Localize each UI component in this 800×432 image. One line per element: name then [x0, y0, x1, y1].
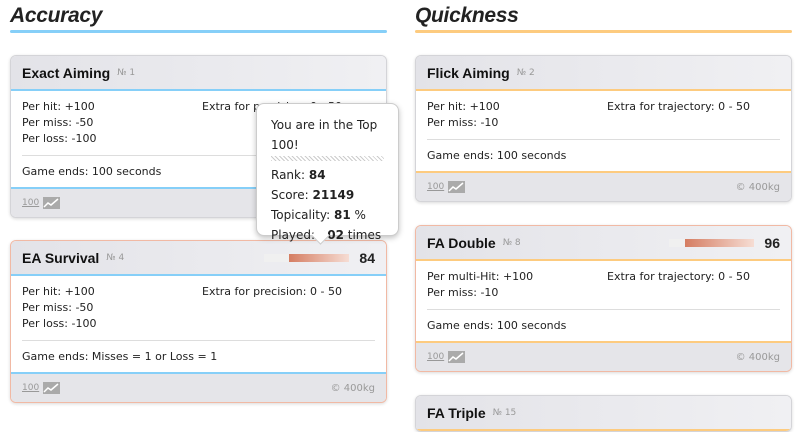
- rank-bar: [264, 253, 350, 262]
- divider: [22, 155, 375, 156]
- card-number: № 8: [502, 237, 521, 248]
- rank-indicator[interactable]: 84: [264, 250, 375, 266]
- rule-line: Per hit: +100: [22, 285, 95, 298]
- section-divider: [10, 30, 387, 33]
- game-ends: Game ends: 100 seconds: [22, 165, 162, 178]
- game-card[interactable]: FA Triple № 15: [415, 395, 792, 432]
- divider: [427, 309, 780, 310]
- tooltip-topicality: Topicality: 81 %: [271, 208, 366, 222]
- card-header: FA Triple № 15: [416, 396, 791, 431]
- card-footer: 100 © 400kg: [416, 341, 791, 371]
- card-title: FA Triple: [427, 404, 486, 421]
- stats-chart-icon[interactable]: [43, 382, 61, 394]
- game-ends: Game ends: 100 seconds: [427, 319, 567, 332]
- section-title: Accuracy: [10, 4, 103, 27]
- card-footer: 100 © 400kg: [11, 372, 386, 402]
- card-title: FA Double: [427, 234, 496, 251]
- tooltip-played: Played: 102 times: [271, 228, 382, 242]
- card-body: Per hit: +100 Per miss: -50 Per loss: -100…: [11, 91, 386, 187]
- rule-line: Per loss: -100: [22, 132, 97, 145]
- rule-line: Per miss: -50: [22, 301, 94, 314]
- tooltip-title: You are in the Top 100!: [271, 118, 378, 152]
- card-header: EA Survival № 4 84: [11, 241, 386, 276]
- stats-chart-icon[interactable]: [43, 197, 61, 209]
- rule-line: Per hit: +100: [22, 100, 95, 113]
- card-header: FA Double № 8 96: [416, 226, 791, 261]
- game-card[interactable]: FA Double № 8 96 Per multi-Hit: +100 Per mi…: [415, 225, 792, 372]
- tooltip-rank: Rank: 84: [271, 168, 326, 182]
- rank-tooltip: You are in the Top 100! Rank: 84 Score: …: [256, 103, 399, 242]
- section-divider: [415, 30, 792, 33]
- section-title: Quickness: [415, 4, 519, 27]
- rule-line: Per loss: -100: [22, 317, 97, 330]
- leaderboard-link[interactable]: 100: [427, 182, 445, 192]
- rule-line: Per miss: -10: [427, 286, 499, 299]
- rank-value: 84: [359, 249, 375, 266]
- card-number: № 15: [492, 407, 517, 418]
- tooltip-divider: [271, 156, 384, 161]
- author-credit: © 400kg: [330, 382, 375, 394]
- author-credit: © 400kg: [735, 351, 780, 363]
- divider: [427, 139, 780, 140]
- card-header: Exact Aiming № 1: [11, 56, 386, 91]
- rule-line: Per miss: -10: [427, 116, 499, 129]
- leaderboard-link[interactable]: 100: [22, 198, 40, 208]
- extra-rule: Extra for precision: 0 - 50: [202, 285, 342, 298]
- rule-line: Per hit: +100: [427, 100, 500, 113]
- extra-rule: Extra for trajectory: 0 - 50: [607, 270, 751, 283]
- stats-chart-icon[interactable]: [448, 351, 466, 363]
- card-title: Exact Aiming: [22, 64, 111, 81]
- leaderboard-link[interactable]: 100: [22, 383, 40, 393]
- rank-value: 96: [764, 234, 780, 251]
- divider: [22, 340, 375, 341]
- card-number: № 1: [117, 67, 136, 78]
- accuracy-section: Accuracy: [10, 0, 387, 33]
- tooltip-score: Score: 21149: [271, 188, 355, 202]
- card-title: EA Survival: [22, 249, 100, 266]
- game-card[interactable]: EA Survival № 4 84 Per hit: +100 Per miss: …: [10, 240, 387, 403]
- card-number: № 2: [516, 67, 535, 78]
- card-number: № 4: [106, 252, 125, 263]
- leaderboard-link[interactable]: 100: [427, 352, 445, 362]
- extra-rule: Extra for trajectory: 0 - 50: [607, 100, 751, 113]
- card-title: Flick Aiming: [427, 64, 510, 81]
- card-header: Flick Aiming № 2: [416, 56, 791, 91]
- rank-bar: [669, 238, 755, 247]
- game-ends: Game ends: 100 seconds: [427, 149, 567, 162]
- card-body: Per multi-Hit: +100 Per miss: -10 Extra fo…: [416, 261, 791, 341]
- card-body: Per hit: +100 Per miss: -50 Per loss: -100…: [11, 276, 386, 372]
- rule-line: Per miss: -50: [22, 116, 94, 129]
- rank-indicator[interactable]: 96: [669, 235, 780, 251]
- quickness-section: Quickness: [415, 0, 792, 33]
- card-footer: 100 © 400kg: [416, 171, 791, 201]
- game-card[interactable]: Flick Aiming № 2 Per hit: +100 Per miss: -…: [415, 55, 792, 202]
- game-ends: Game ends: Misses = 1 or Loss = 1: [22, 350, 218, 363]
- card-body: Per hit: +100 Per miss: -10 Extra for traj…: [416, 91, 791, 171]
- rule-line: Per multi-Hit: +100: [427, 270, 534, 283]
- stats-chart-icon[interactable]: [448, 181, 466, 193]
- author-credit: © 400kg: [735, 181, 780, 193]
